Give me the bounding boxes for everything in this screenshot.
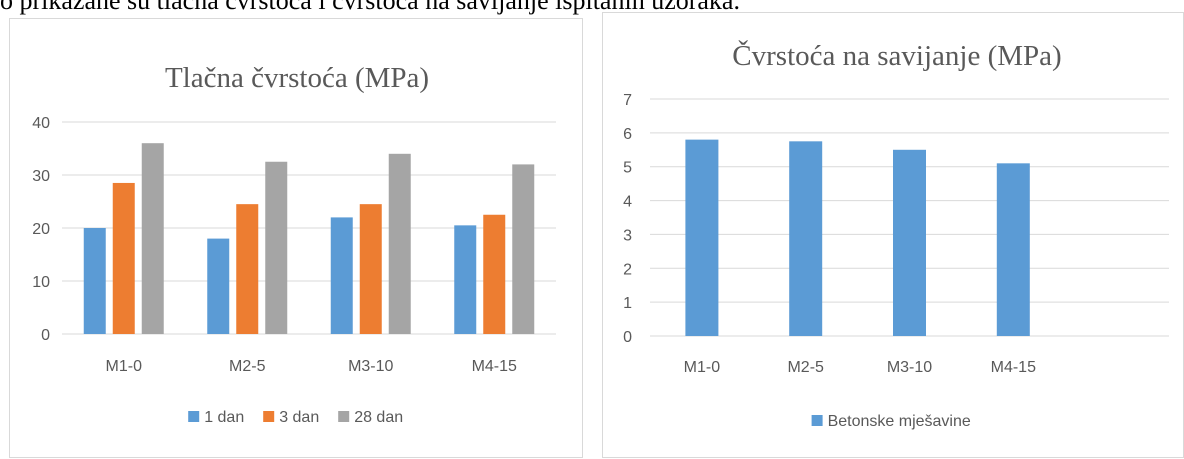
y-tick-label: 0 (41, 327, 50, 344)
y-tick-label: 40 (32, 115, 50, 132)
y-tick-label: 20 (32, 221, 50, 238)
flexural-strength-chart: Čvrstoća na savijanje (MPa) 0 1 2 3 4 5 6 7 M1-0 M… (602, 12, 1184, 458)
bar (388, 153, 411, 334)
bar (512, 164, 535, 334)
y-tick-label: 0 (623, 329, 632, 346)
legend-swatch (188, 411, 200, 422)
legend-label: 3 dan (279, 409, 319, 426)
y-tick-label: 30 (32, 168, 50, 185)
y-tick-label: 3 (623, 227, 632, 244)
bar (265, 161, 288, 334)
bar (789, 141, 823, 336)
legend-label: 28 dan (354, 409, 403, 426)
flexural-strength-chart-svg: Čvrstoća na savijanje (MPa) 0 1 2 3 4 5 6 7 M1-0 M… (623, 39, 1169, 430)
legend-swatch (811, 415, 823, 426)
legend-swatch (338, 411, 350, 422)
bar (893, 149, 926, 336)
x-tick-label: M1-0 (684, 359, 721, 376)
x-tick-label: M2-5 (787, 359, 824, 376)
bar (112, 182, 135, 334)
chart-title: Čvrstoća na savijanje (MPa) (732, 39, 1061, 72)
y-tick-label: 7 (623, 92, 632, 109)
y-tick-label: 10 (32, 274, 50, 291)
x-tick-label: M4-15 (472, 358, 517, 375)
bar (685, 139, 719, 336)
legend-label: 1 dan (204, 409, 244, 426)
y-tick-label: 2 (623, 261, 632, 278)
x-tick-label: M3-10 (887, 359, 932, 376)
legend-swatch (263, 411, 275, 422)
y-tick-label: 6 (623, 126, 632, 143)
x-tick-label: M3-10 (348, 358, 393, 375)
bar (359, 204, 382, 334)
bar (141, 143, 164, 334)
bar (236, 204, 259, 334)
document-text-line: o prikazane su tlačna čvrstoća i čvrstoć… (0, 0, 740, 15)
chart-title: Tlačna čvrstoća (MPa) (165, 62, 429, 94)
y-tick-label: 4 (623, 194, 632, 211)
bar (330, 217, 353, 334)
bar (454, 225, 477, 334)
x-tick-label: M4-15 (991, 359, 1036, 376)
x-tick-label: M2-5 (229, 358, 266, 375)
compressive-strength-chart-svg: Tlačna čvrstoća (MPa) 0 10 20 30 40 M1-0 M2-5 M3… (32, 62, 556, 426)
bar (483, 214, 506, 334)
y-tick-label: 5 (623, 160, 632, 177)
x-tick-label: M1-0 (106, 358, 143, 375)
legend-label: Betonske mješavine (828, 413, 971, 430)
compressive-strength-chart: Tlačna čvrstoća (MPa) 0 10 20 30 40 M1-0 M2-5 M3… (9, 18, 583, 458)
bar (83, 228, 106, 334)
bar (207, 238, 230, 334)
y-tick-label: 1 (623, 295, 632, 312)
bar (996, 163, 1030, 336)
